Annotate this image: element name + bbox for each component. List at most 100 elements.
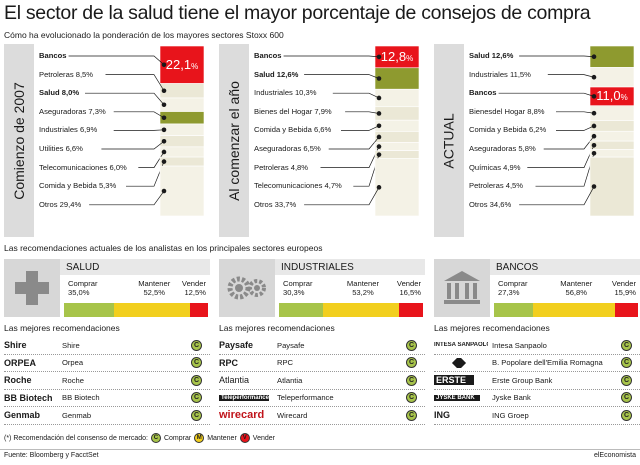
segment-0 [159, 45, 205, 84]
segment-3 [589, 105, 635, 122]
rec-bar-comprar [279, 303, 323, 317]
legend: (*) Recomendación del consenso de mercad… [4, 433, 275, 443]
bpm-logo-icon [451, 357, 467, 368]
panel-label: ACTUAL [434, 44, 464, 237]
weight-panel-current: ACTUAL Salud 12,6% Industriales 11,5% Banco… [434, 44, 636, 237]
sector-name: SALUD [66, 262, 100, 273]
leader-line-6 [320, 146, 380, 168]
rec-bar-mantener [322, 303, 400, 317]
leader-line-4 [556, 125, 595, 131]
best-list-health: Shire Shire C ORPEA Orpea C Roche Roche C BB Biot… [4, 337, 210, 425]
big-value-percent: % [620, 93, 628, 103]
big-value-number: 11,0 [596, 88, 621, 104]
rec-bar-vender [399, 303, 423, 317]
buy-rating-icon: C [621, 339, 632, 351]
sector-header [60, 259, 210, 275]
rec-category: Mantener [560, 279, 593, 288]
rec-value: 30,3% [283, 288, 305, 297]
segment-3 [159, 111, 205, 125]
segment-label-1: Industriales 11,5% [469, 69, 533, 79]
footer-brand: elEconomista [593, 452, 636, 459]
buy-rating-icon: C [406, 357, 417, 369]
medical-cross-icon [4, 259, 60, 317]
buy-rating-icon: C [621, 392, 632, 404]
medical-cross-icon-svg [15, 271, 49, 305]
rec-value: 15,9% [614, 288, 636, 297]
best-row: JYSKE BANK Jyske Bank C [434, 390, 640, 407]
leader-line-1 [304, 74, 380, 79]
bank-building-icon [434, 259, 490, 317]
rec-stacked-bar [64, 303, 208, 317]
segment-4 [159, 123, 205, 136]
best-row: Shire Shire C [4, 337, 210, 355]
leader-line-4 [341, 125, 380, 131]
leader-dot-4 [376, 123, 382, 129]
best-row: Roche Roche C [4, 372, 210, 390]
company-logo: BB Biotech [4, 392, 53, 403]
leader-dot-6 [376, 144, 382, 149]
weight-panel-year-start: Al comenzar el año Bancos 12,8% Salud 12,6%… [219, 44, 421, 237]
stacked-column [68, 45, 205, 217]
buy-rating-icon: C [621, 357, 632, 369]
buy-rating-icon: C [191, 409, 202, 421]
segment-7 [589, 149, 635, 158]
rec-label-comprar: Comprar 35,0% [68, 279, 98, 297]
sector-industrials: INDUSTRIALES Comprar 30,3% Mantener 53,2% Ven… [219, 259, 425, 321]
company-name: B. Popolare dell'Emilia Romagna [492, 358, 603, 368]
leader-dot-6 [591, 142, 597, 148]
sector-name: INDUSTRIALES [281, 262, 354, 273]
hold-icon: M [194, 433, 205, 443]
big-value-percent: % [406, 53, 414, 63]
segment-label-2: Industriales 10,3% [254, 88, 319, 98]
best-row: INTESA SANPAOLO Intesa Sanpaolo C [434, 337, 640, 355]
sector-header [275, 259, 425, 275]
weight-panel-2007: Comienzo de 2007 Bancos 22,1% Petroleras 8,… [4, 44, 206, 237]
sector-name: BANCOS [496, 262, 539, 273]
segment-label-8: Otros 33,7% [254, 199, 299, 209]
company-logo: Shire [4, 340, 27, 351]
leader-dot-2 [161, 102, 167, 108]
leader-dot-3 [376, 111, 382, 116]
rec-category: Comprar [283, 279, 313, 288]
segment-label-4: Comida y Bebida 6,6% [254, 125, 334, 135]
best-row: BB Biotech BB Biotech C [4, 390, 210, 407]
leader-line-2 [332, 92, 380, 99]
segment-5 [159, 135, 205, 148]
company-logo: Genmab [4, 410, 41, 421]
leader-line-8 [89, 190, 165, 206]
company-logo: Paysafe [219, 340, 254, 351]
buy-rating-icon: C [191, 374, 202, 386]
sector-health: SALUD Comprar 35,0% Mantener 52,5% Vender 12,5… [4, 259, 210, 321]
leader-line-7 [535, 153, 595, 187]
segment-label-0: Salud 12,6% [469, 51, 516, 60]
buy-rating-icon: C [621, 374, 632, 386]
leader-dot-4 [591, 123, 597, 129]
segment-0 [589, 45, 635, 68]
company-logo [434, 357, 488, 368]
company-logo: ING [434, 410, 451, 421]
company-logo: JYSKE BANK [434, 394, 480, 401]
segment-label-2: Bancos [469, 88, 499, 98]
sell-icon: V [239, 433, 250, 443]
leader-dot-6 [161, 149, 167, 155]
segment-label-1: Salud 12,6% [254, 69, 301, 79]
leader-dot-0 [161, 62, 167, 68]
leader-dot-7 [591, 150, 597, 156]
segment-3 [374, 106, 420, 121]
segment-8 [374, 158, 420, 217]
rec-bar-vender [615, 303, 638, 317]
buy-icon: C [150, 433, 161, 443]
leader-dot-5 [376, 134, 382, 140]
leader-line-2 [85, 92, 165, 105]
best-list-banks: INTESA SANPAOLO Intesa Sanpaolo C B. Popola… [434, 337, 640, 425]
segment-label-2: Salud 8,0% [39, 88, 82, 98]
leader-dot-7 [376, 152, 382, 157]
leader-dot-1 [591, 74, 597, 80]
recommendations-section-title: Las recomendaciones actuales de los anal… [4, 243, 323, 253]
gears-icon [219, 259, 275, 317]
rec-bar-mantener [533, 303, 616, 317]
segment-6 [589, 140, 635, 150]
leader-line-0 [283, 55, 380, 58]
best-row: ERSTE Erste Group Bank C [434, 372, 640, 390]
leader-dot-5 [591, 133, 597, 139]
